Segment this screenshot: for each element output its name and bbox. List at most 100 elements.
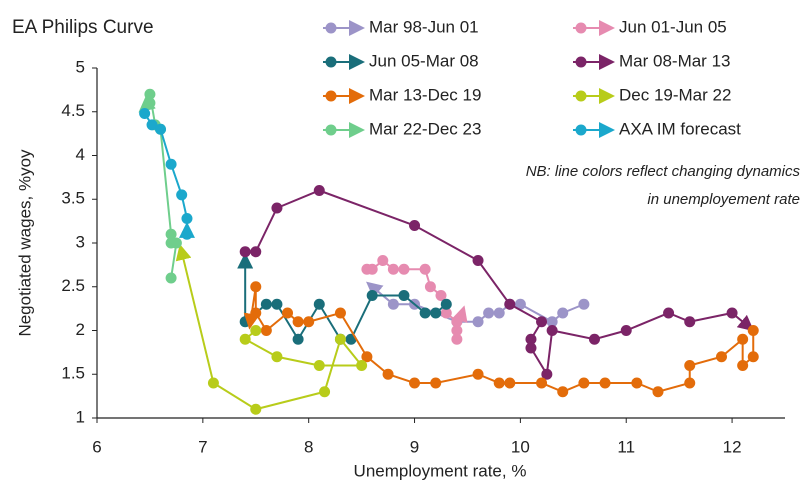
data-point [250,307,262,319]
data-point [176,189,188,201]
data-point [631,377,643,389]
data-point [250,403,262,415]
legend-label: Jun 05-Mar 08 [369,51,479,70]
data-point [366,263,378,275]
data-point [260,298,272,310]
data-point [303,316,315,328]
y-tick-label: 2 [76,320,85,339]
data-point [663,307,675,319]
data-point [382,368,394,380]
data-point [472,255,484,266]
legend-swatch [325,22,337,34]
data-point [430,307,442,319]
data-point [737,360,749,371]
annotation: NB: line colors reflect changing dynamic… [526,163,801,180]
data-point [271,202,283,214]
data-point [144,97,156,109]
y-axis-label: Negotiated wages, %yoy [15,149,34,337]
data-point [239,246,251,258]
data-point [536,316,548,328]
data-point [282,307,294,319]
x-tick-label: 8 [304,437,313,456]
y-tick-label: 1.5 [61,364,85,383]
data-point [451,325,463,336]
data-point [504,377,516,389]
legend-swatch [575,56,587,68]
data-point [250,325,262,336]
data-point [493,377,505,389]
data-point [144,88,156,100]
data-point [684,316,696,328]
data-point [737,333,749,345]
data-point [747,325,759,336]
data-point [440,298,452,310]
data-point [398,263,410,275]
data-point [271,298,283,310]
x-tick-label: 7 [198,437,207,456]
data-point [165,237,177,249]
data-point [165,228,177,240]
y-tick-label: 5 [76,57,85,76]
x-tick-label: 6 [92,437,101,456]
data-point [684,360,696,371]
y-tick-label: 3 [76,232,85,251]
y-tick-label: 4 [76,145,85,164]
legend-label: Mar 98-Jun 01 [369,17,479,36]
data-point [483,307,495,319]
data-point [652,386,664,398]
data-point [165,158,177,170]
data-point [419,307,431,319]
data-point [541,368,553,380]
data-point [387,263,399,275]
legend-swatch [325,56,337,68]
legend-label: Mar 13-Dec 19 [369,85,481,104]
data-point [181,213,193,224]
data-point [557,386,569,398]
data-point [313,298,325,310]
data-point [588,333,600,345]
data-point [435,290,447,301]
data-point [356,360,368,371]
data-point [313,185,325,196]
data-point [271,351,283,363]
x-tick-label: 10 [511,437,530,456]
data-point [260,325,272,336]
legend-label: Mar 22-Dec 23 [369,119,481,138]
data-point [525,333,537,345]
data-point [377,255,389,266]
data-point [472,316,484,328]
series-line [175,243,364,411]
legend-swatch [325,124,337,136]
data-point [361,351,373,363]
data-point [250,246,262,258]
data-point [165,272,177,284]
data-point [319,386,331,398]
legend-swatch [575,22,587,34]
chart-title: EA Philips Curve [12,17,154,38]
data-point [747,351,759,363]
x-tick-label: 9 [410,437,419,456]
y-tick-label: 2.5 [61,276,85,295]
legend-swatch [575,124,587,136]
series-line [245,189,755,378]
data-point [451,333,463,345]
legend-swatch [575,90,587,102]
data-point [451,316,463,328]
data-point [250,281,262,293]
data-point [599,377,611,389]
data-point [409,220,421,231]
data-point [557,307,569,319]
data-point [313,360,325,371]
legend-swatch [325,90,337,102]
legend-label: AXA IM forecast [619,119,741,138]
y-tick-label: 1 [76,407,85,426]
legend-label: Jun 01-Jun 05 [619,17,727,36]
data-point [398,290,410,301]
data-point [578,298,590,310]
data-point [334,307,346,319]
data-point [430,377,442,389]
data-point [181,228,193,240]
data-point [419,263,431,275]
x-axis-label: Unemployment rate, % [354,461,527,480]
